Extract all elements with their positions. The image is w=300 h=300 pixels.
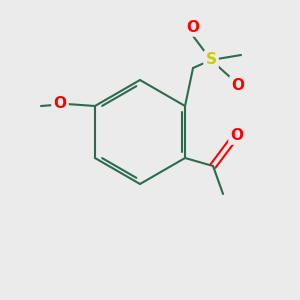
Text: O: O <box>53 97 67 112</box>
Text: S: S <box>206 52 217 68</box>
Text: O: O <box>187 20 200 34</box>
Text: O: O <box>232 77 244 92</box>
Text: O: O <box>230 128 244 142</box>
